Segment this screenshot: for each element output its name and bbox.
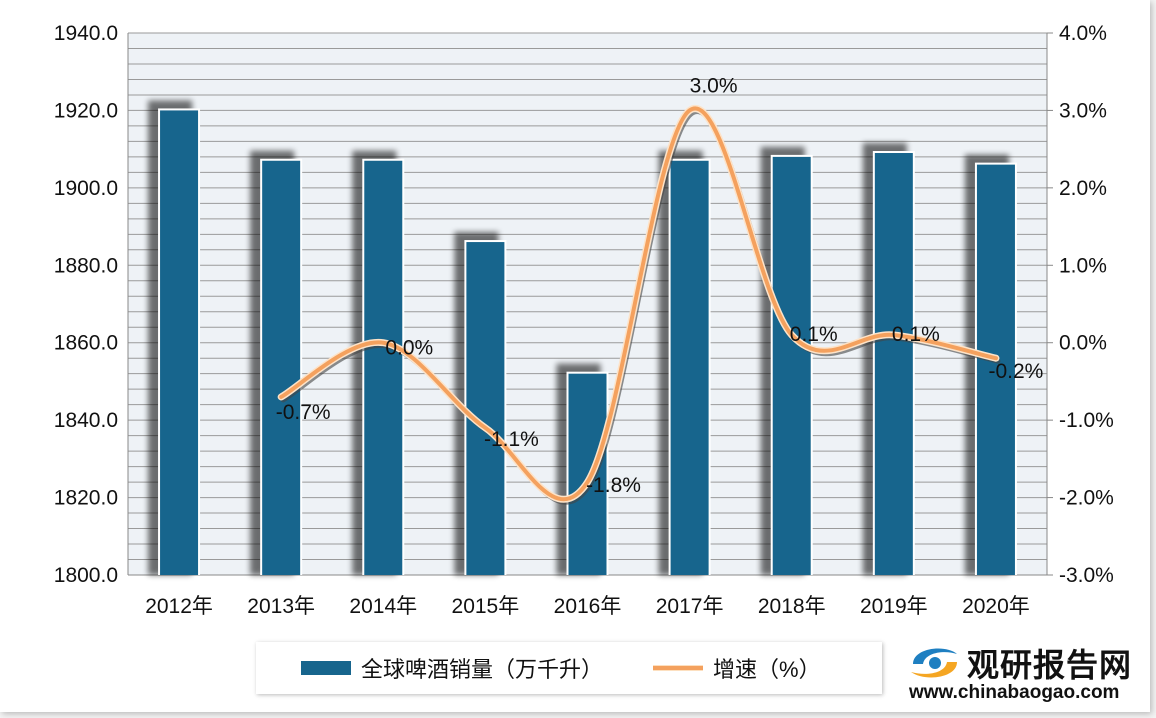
bar	[976, 164, 1015, 575]
left-tick-label: 1940.0	[54, 22, 118, 45]
left-tick-label: 1880.0	[54, 254, 118, 277]
data-label: -0.7%	[276, 401, 331, 424]
right-tick-label: 2.0%	[1059, 177, 1107, 200]
left-tick-label: 1800.0	[54, 564, 118, 587]
left-tick-label: 1920.0	[54, 99, 118, 122]
bar	[772, 156, 811, 575]
legend-line-label: 增速（%）	[713, 657, 821, 682]
logo-swirl-icon	[911, 648, 957, 678]
logo-url: www.chinabaogao.com	[909, 682, 1120, 703]
data-label: 0.1%	[790, 323, 838, 346]
left-tick-label: 1820.0	[54, 487, 118, 510]
left-tick-label: 1840.0	[54, 409, 118, 432]
bar	[466, 242, 505, 576]
data-label: -0.2%	[989, 360, 1044, 383]
right-tick-label: -3.0%	[1059, 564, 1114, 587]
data-label: -1.8%	[586, 474, 641, 497]
logo-name: 观研报告网	[967, 647, 1133, 683]
bar	[364, 160, 403, 575]
legend-bar-label: 全球啤酒销量（万千升）	[361, 657, 604, 682]
legend-bar-swatch	[301, 661, 351, 675]
left-tick-label: 1860.0	[54, 332, 118, 355]
bar	[568, 373, 607, 575]
x-tick-label: 2014年	[349, 595, 417, 618]
right-tick-label: -1.0%	[1059, 409, 1114, 432]
x-tick-label: 2017年	[656, 595, 724, 618]
legend-line-swatch	[653, 665, 704, 671]
bar	[262, 160, 301, 575]
x-tick-label: 2019年	[860, 595, 928, 618]
right-tick-label: -2.0%	[1059, 487, 1114, 510]
data-label: 3.0%	[690, 74, 738, 97]
right-tick-label: 1.0%	[1059, 254, 1107, 277]
bar	[160, 110, 199, 575]
data-label: 0.1%	[892, 323, 940, 346]
growth-line	[279, 106, 998, 502]
x-tick-label: 2015年	[452, 595, 520, 618]
bar	[670, 160, 709, 575]
data-label: -1.1%	[484, 428, 539, 451]
right-tick-label: 4.0%	[1059, 22, 1107, 45]
right-tick-label: 3.0%	[1059, 99, 1107, 122]
x-tick-label: 2018年	[758, 595, 826, 618]
watermark-logo: 观研报告网 www.chinabaogao.com	[905, 640, 1145, 710]
bar	[874, 153, 913, 575]
left-tick-label: 1900.0	[54, 177, 118, 200]
x-tick-label: 2013年	[247, 595, 315, 618]
legend: 全球啤酒销量（万千升） 增速（%）	[256, 642, 882, 694]
data-label: 0.0%	[385, 337, 433, 360]
chart: 1800.0 1820.0 1840.0 1860.0 1880.0 1900.0 1920…	[54, 22, 1114, 618]
x-tick-label: 2016年	[554, 595, 622, 618]
right-tick-label: 0.0%	[1059, 332, 1107, 355]
x-tick-label: 2012年	[145, 595, 213, 618]
x-tick-label: 2020年	[962, 595, 1030, 618]
